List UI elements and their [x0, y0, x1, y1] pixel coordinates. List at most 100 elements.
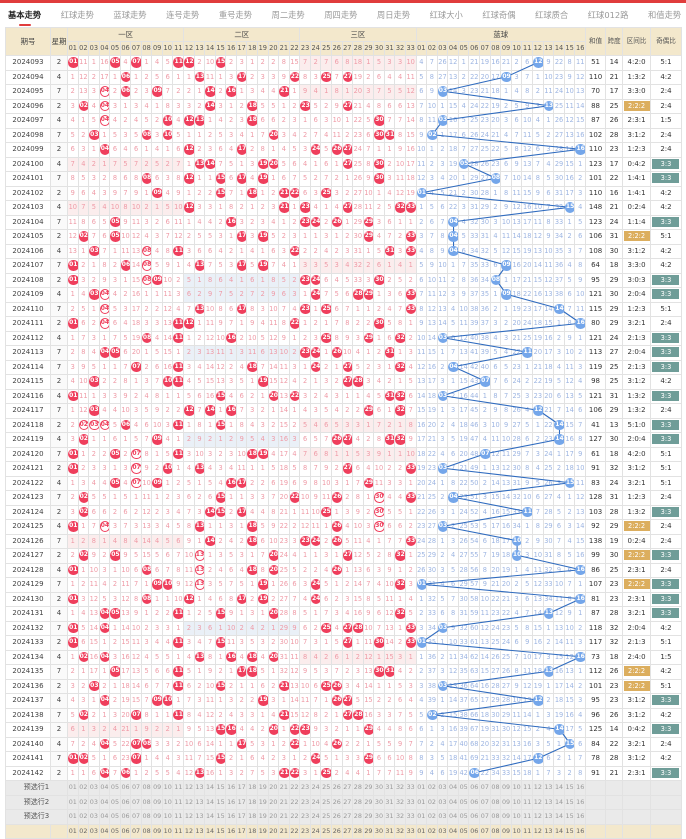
preselect-red-number[interactable]: 02 — [77, 794, 90, 810]
preselect-red-number[interactable]: 08 — [140, 809, 153, 825]
preselect-red-number[interactable]: 26 — [331, 794, 343, 810]
preselect-red-number[interactable]: 06 — [119, 794, 132, 810]
preselect-blue-number[interactable]: 07 — [479, 780, 491, 796]
preselect-red-number[interactable]: 03 — [88, 809, 100, 825]
preselect-blue-number[interactable]: 15 — [563, 794, 576, 810]
preselect-blue-number[interactable]: 09 — [500, 809, 512, 825]
preselect-red-number[interactable]: 05 — [109, 794, 121, 810]
preselect-red-number[interactable]: 12 — [183, 780, 195, 796]
preselect-red-number[interactable]: 04 — [98, 794, 111, 810]
tab-2[interactable]: 蓝球走势 — [113, 10, 147, 20]
preselect-red-number[interactable]: 21 — [278, 809, 290, 825]
preselect-red-number[interactable]: 07 — [130, 780, 142, 796]
preselect-blue-number[interactable]: 01 — [415, 780, 428, 796]
preselect-red-number[interactable]: 18 — [246, 780, 258, 796]
preselect-red-number[interactable]: 15 — [214, 794, 227, 810]
preselect-red-number[interactable]: 24 — [309, 794, 322, 810]
preselect-red-number[interactable]: 16 — [225, 794, 237, 810]
preselect-red-number[interactable]: 05 — [109, 809, 121, 825]
preselect-blue-number[interactable]: 02 — [426, 809, 438, 825]
preselect-red-number[interactable]: 27 — [341, 809, 354, 825]
preselect-red-number[interactable]: 18 — [246, 794, 258, 810]
preselect-red-number[interactable]: 26 — [331, 809, 343, 825]
preselect-red-number[interactable]: 30 — [373, 809, 385, 825]
preselect-red-number[interactable]: 04 — [98, 780, 111, 796]
preselect-red-number[interactable]: 28 — [352, 809, 364, 825]
preselect-blue-number[interactable]: 06 — [468, 794, 481, 810]
preselect-red-number[interactable]: 31 — [383, 809, 396, 825]
preselect-blue-number[interactable]: 10 — [510, 794, 523, 810]
preselect-red-number[interactable]: 11 — [172, 809, 185, 825]
preselect-blue-number[interactable]: 14 — [553, 809, 565, 825]
preselect-red-number[interactable]: 25 — [320, 809, 332, 825]
preselect-blue-number[interactable]: 16 — [574, 780, 587, 796]
preselect-red-number[interactable]: 33 — [404, 780, 417, 796]
preselect-blue-number[interactable]: 15 — [563, 780, 576, 796]
preselect-red-number[interactable]: 17 — [235, 780, 248, 796]
preselect-red-number[interactable]: 16 — [225, 780, 237, 796]
preselect-blue-number[interactable]: 06 — [468, 780, 481, 796]
tab-6[interactable]: 周四走势 — [324, 10, 358, 20]
preselect-red-number[interactable]: 20 — [267, 780, 280, 796]
preselect-red-number[interactable]: 15 — [214, 809, 227, 825]
preselect-red-number[interactable]: 27 — [341, 780, 354, 796]
preselect-blue-number[interactable]: 12 — [532, 809, 544, 825]
preselect-red-number[interactable]: 07 — [130, 794, 142, 810]
preselect-red-number[interactable]: 24 — [309, 780, 322, 796]
preselect-red-number[interactable]: 07 — [130, 809, 142, 825]
preselect-red-number[interactable]: 24 — [309, 809, 322, 825]
preselect-blue-number[interactable]: 04 — [447, 794, 459, 810]
preselect-red-number[interactable]: 20 — [267, 809, 280, 825]
preselect-red-number[interactable]: 03 — [88, 780, 100, 796]
preselect-red-number[interactable]: 18 — [246, 809, 258, 825]
preselect-blue-number[interactable]: 05 — [457, 809, 470, 825]
preselect-blue-number[interactable]: 07 — [479, 794, 491, 810]
preselect-red-number[interactable]: 02 — [77, 809, 90, 825]
preselect-blue-number[interactable]: 14 — [553, 780, 565, 796]
preselect-blue-number[interactable]: 03 — [436, 780, 449, 796]
preselect-blue-number[interactable]: 02 — [426, 780, 438, 796]
preselect-blue-number[interactable]: 10 — [510, 780, 523, 796]
preselect-red-number[interactable]: 17 — [235, 794, 248, 810]
preselect-red-number[interactable]: 03 — [88, 794, 100, 810]
preselect-red-number[interactable]: 21 — [278, 780, 290, 796]
preselect-blue-number[interactable]: 06 — [468, 809, 481, 825]
preselect-red-number[interactable]: 10 — [161, 780, 174, 796]
preselect-blue-number[interactable]: 02 — [426, 794, 438, 810]
tab-5[interactable]: 周二走势 — [271, 10, 305, 20]
preselect-red-number[interactable]: 32 — [394, 794, 406, 810]
preselect-red-number[interactable]: 13 — [193, 794, 206, 810]
preselect-red-number[interactable]: 17 — [235, 809, 248, 825]
preselect-red-number[interactable]: 32 — [394, 780, 406, 796]
preselect-red-number[interactable]: 33 — [404, 794, 417, 810]
preselect-blue-number[interactable]: 09 — [500, 780, 512, 796]
preselect-blue-number[interactable]: 08 — [489, 809, 502, 825]
preselect-red-number[interactable]: 14 — [204, 794, 216, 810]
preselect-red-number[interactable]: 23 — [299, 794, 311, 810]
preselect-red-number[interactable]: 14 — [204, 809, 216, 825]
preselect-red-number[interactable]: 09 — [151, 794, 163, 810]
preselect-red-number[interactable]: 29 — [362, 794, 375, 810]
preselect-red-number[interactable]: 19 — [257, 809, 269, 825]
preselect-red-number[interactable]: 08 — [140, 794, 153, 810]
preselect-blue-number[interactable]: 05 — [457, 780, 470, 796]
preselect-blue-number[interactable]: 01 — [415, 809, 428, 825]
tab-8[interactable]: 红球大小 — [429, 10, 463, 20]
preselect-blue-number[interactable]: 11 — [521, 794, 534, 810]
preselect-red-number[interactable]: 31 — [383, 794, 396, 810]
preselect-red-number[interactable]: 09 — [151, 780, 163, 796]
tab-12[interactable]: 和值走势 — [647, 10, 682, 20]
preselect-blue-number[interactable]: 03 — [436, 794, 449, 810]
preselect-red-number[interactable]: 10 — [161, 809, 174, 825]
preselect-red-number[interactable]: 26 — [331, 780, 343, 796]
preselect-red-number[interactable]: 16 — [225, 809, 237, 825]
preselect-red-number[interactable]: 30 — [373, 794, 385, 810]
preselect-red-number[interactable]: 29 — [362, 780, 375, 796]
preselect-blue-number[interactable]: 04 — [447, 780, 459, 796]
preselect-blue-number[interactable]: 09 — [500, 794, 512, 810]
preselect-blue-number[interactable]: 11 — [521, 780, 534, 796]
preselect-blue-number[interactable]: 03 — [436, 809, 449, 825]
preselect-red-number[interactable]: 06 — [119, 809, 132, 825]
preselect-red-number[interactable]: 10 — [161, 794, 174, 810]
preselect-red-number[interactable]: 28 — [352, 794, 364, 810]
